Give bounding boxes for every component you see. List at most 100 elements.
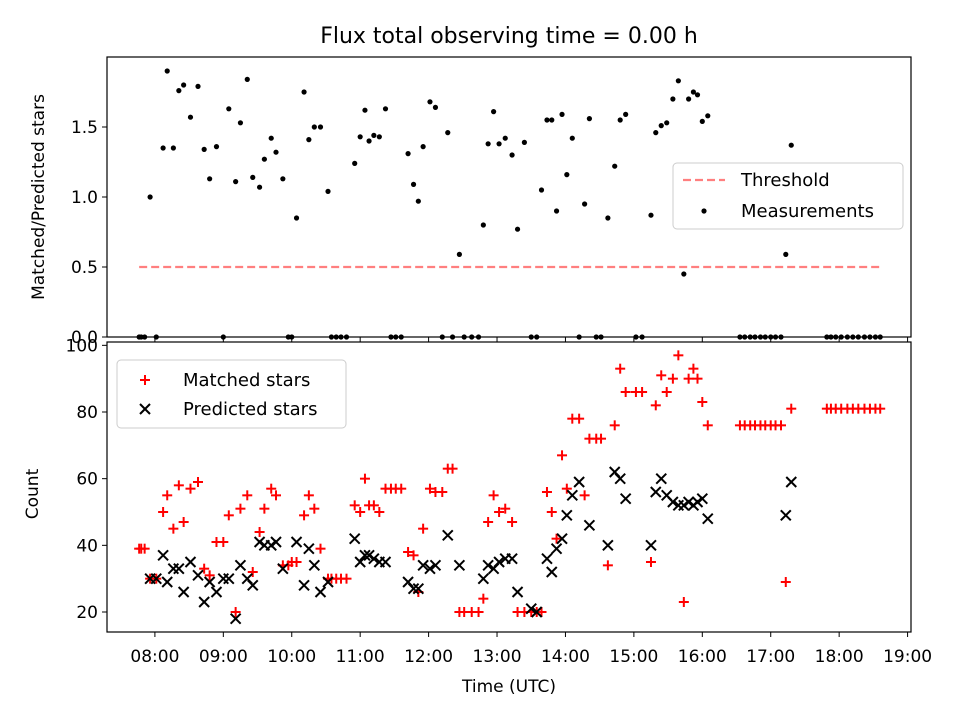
- predicted-star-marker: [682, 496, 695, 508]
- matched-star-marker: [786, 403, 797, 414]
- predicted-star-marker: [573, 476, 585, 488]
- matched-star-marker: [259, 503, 270, 514]
- predicted-star-marker: [655, 472, 667, 485]
- measurement-point: [502, 135, 508, 141]
- measurement-point: [675, 78, 681, 84]
- matched-star-marker: [315, 543, 326, 554]
- bottom-y-tick-label: 60: [76, 470, 98, 490]
- measurement-point: [664, 120, 670, 126]
- measurement-point: [456, 251, 462, 257]
- predicted-marker-b: [203, 576, 216, 588]
- measurement-point: [623, 111, 629, 117]
- matched-star-marker: [678, 597, 689, 607]
- measurement-point: [686, 96, 692, 102]
- measurement-point: [250, 174, 256, 180]
- matched-star-marker: [609, 420, 620, 431]
- measurement-point: [160, 145, 166, 151]
- predicted-marker-b: [270, 536, 282, 548]
- predicted-marker-b: [229, 612, 242, 625]
- measurement-point: [569, 135, 575, 141]
- measurement-point: [268, 135, 274, 141]
- matched-star-marker: [230, 607, 241, 617]
- measurement-point: [244, 76, 250, 82]
- predicted-star-marker: [354, 556, 366, 568]
- predicted-marker-b: [424, 562, 436, 575]
- matched-star-marker: [349, 500, 360, 511]
- measurement-point: [480, 222, 486, 228]
- measurement-point: [195, 83, 201, 89]
- predicted-star-marker: [511, 586, 524, 598]
- measurement-point: [261, 156, 267, 162]
- measurements-legend-label: Measurements: [741, 201, 874, 222]
- measurement-point: [690, 89, 697, 95]
- matched-star-marker: [359, 473, 370, 484]
- predicted-marker-b: [348, 532, 361, 545]
- matched-star-marker: [478, 593, 489, 604]
- bottom-x-tick-label: 08:00: [130, 647, 179, 667]
- predicted-star-marker: [696, 492, 709, 505]
- bottom-x-tick-label: 12:00: [404, 647, 453, 667]
- matched-star-marker: [173, 480, 184, 491]
- bottom-x-tick-label: 10:00: [267, 647, 316, 667]
- predicted-marker-b: [402, 576, 414, 588]
- predicted-marker-b: [247, 579, 259, 592]
- predicted-star-marker: [407, 582, 420, 595]
- predicted-marker-b: [157, 549, 169, 562]
- predicted-marker-b: [354, 556, 366, 568]
- matched-star-marker: [650, 400, 661, 411]
- predicted-star-marker: [303, 542, 315, 555]
- bottom-legend-box: [116, 359, 347, 429]
- predicted-marker-b: [314, 586, 327, 598]
- measurement-point: [164, 68, 170, 74]
- predicted-marker-b: [150, 572, 162, 585]
- measurement-point: [648, 212, 654, 218]
- predicted-marker-b: [541, 552, 553, 565]
- predicted-star-marker: [322, 576, 334, 588]
- predicted-marker-b: [661, 489, 673, 502]
- predicted-marker-b: [550, 542, 563, 555]
- predicted-star-marker: [203, 576, 216, 588]
- predicted-star-marker: [541, 552, 553, 565]
- predicted-star-marker: [314, 586, 327, 598]
- predicted-marker-b: [780, 509, 792, 522]
- measurement-point: [445, 130, 451, 136]
- predicted-star-marker: [265, 539, 277, 552]
- matched-star-marker: [299, 510, 310, 521]
- predicted-star-marker: [167, 562, 180, 575]
- measurement-point: [256, 184, 263, 190]
- predicted-star-marker: [363, 549, 375, 562]
- matched-star-marker: [673, 350, 684, 361]
- measurement-point: [147, 194, 153, 200]
- predicted-star-marker: [157, 549, 169, 562]
- predicted-star-marker: [424, 562, 436, 575]
- measurements-legend-swatch: [701, 208, 707, 214]
- top-y-axis-label: Matched/Predicted stars: [29, 94, 49, 300]
- bottom-x-tick-label: 11:00: [336, 647, 385, 667]
- matched-star-marker: [541, 487, 552, 497]
- measurement-point: [226, 106, 232, 112]
- bottom-x-tick-label: 18:00: [815, 647, 864, 667]
- measurement-point: [605, 215, 611, 221]
- predicted-marker-b: [303, 542, 315, 555]
- bottom-x-axis: 08:00 09:00 10:00 11:00 12:00 13:00 14:00 15:00…: [130, 632, 932, 667]
- predicted-star-marker: [442, 529, 454, 542]
- predicted-star-marker: [561, 509, 573, 522]
- measurement-point: [405, 151, 411, 157]
- matched-star-marker: [579, 490, 590, 501]
- predicted-legend-swatch: [139, 403, 151, 415]
- bottom-y-tick-label: 20: [76, 603, 98, 623]
- matched-star-marker: [218, 537, 229, 547]
- predicted-marker-b: [561, 509, 573, 522]
- predicted-marker-b: [412, 582, 425, 595]
- matched-star-marker: [536, 607, 547, 617]
- measurement-point: [415, 198, 421, 204]
- top-y-tick-label: 0.5: [71, 258, 98, 278]
- matched-star-marker: [309, 503, 320, 514]
- matched-star-marker: [291, 557, 302, 567]
- predicted-marker-b: [379, 556, 392, 568]
- matched-star-marker: [271, 490, 282, 501]
- matched-star-marker: [242, 490, 253, 501]
- predicted-star-marker: [602, 539, 614, 552]
- matched-star-marker: [199, 563, 210, 574]
- measurement-point: [485, 141, 491, 147]
